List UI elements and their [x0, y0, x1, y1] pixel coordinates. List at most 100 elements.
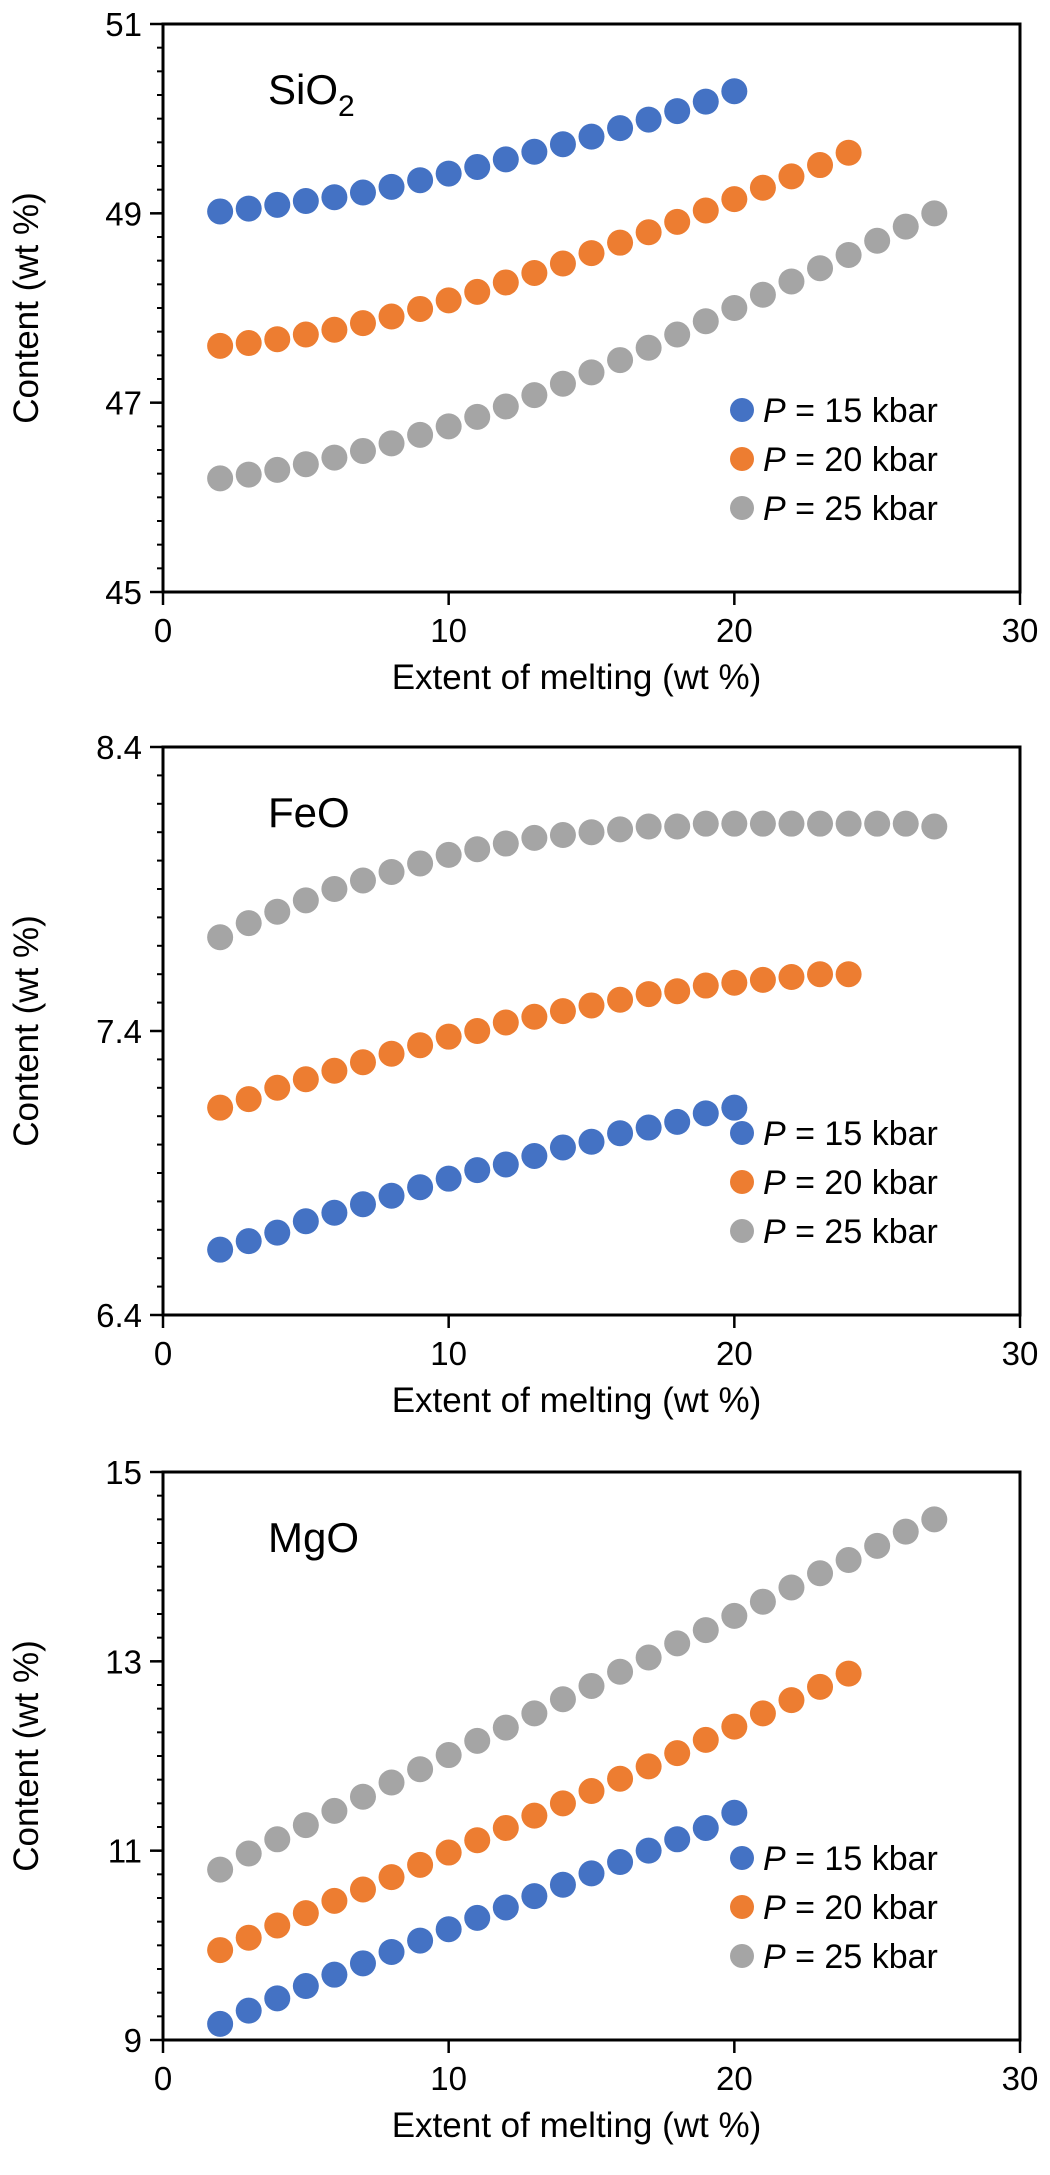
- plot-frame: [161, 22, 1022, 594]
- data-point: [492, 1151, 519, 1178]
- plot-frame: [161, 745, 1022, 1317]
- data-point: [692, 1100, 719, 1127]
- data-point: [549, 1790, 576, 1817]
- data-point: [435, 287, 462, 314]
- series-p-20-kbar: [207, 139, 862, 359]
- legend-entry: P = 25 kbar: [730, 1938, 938, 1976]
- data-point: [721, 969, 748, 996]
- data-point: [721, 186, 748, 213]
- legend-entry: P = 25 kbar: [730, 490, 938, 528]
- data-point: [664, 1630, 691, 1657]
- data-point: [407, 1756, 434, 1783]
- data-point: [864, 1532, 891, 1559]
- data-point: [292, 1066, 319, 1093]
- sio2-panel: 45 47 49 51 0 10 20 30 Extent of melting (wt %) C…: [7, 6, 1038, 697]
- legend-entry: P = 20 kbar: [730, 441, 938, 479]
- data-point: [349, 1049, 376, 1076]
- y-tick-label: 7.4: [96, 1013, 142, 1050]
- data-point: [835, 139, 862, 166]
- y-tick-label: 49: [105, 195, 142, 232]
- data-point: [692, 197, 719, 224]
- legend-entry: P = 25 kbar: [730, 1213, 938, 1251]
- data-point: [749, 810, 776, 837]
- data-point: [635, 334, 662, 361]
- legend-entry: P = 15 kbar: [730, 1840, 938, 1878]
- data-point: [407, 167, 434, 194]
- data-point: [349, 437, 376, 464]
- legend-marker: [730, 1121, 754, 1145]
- data-point: [464, 1727, 491, 1754]
- data-point: [607, 1120, 634, 1147]
- x-tick-label: 20: [716, 2060, 753, 2097]
- data-point: [549, 250, 576, 277]
- data-point: [835, 1547, 862, 1574]
- data-point: [264, 456, 291, 483]
- data-point: [292, 1812, 319, 1839]
- data-point: [835, 961, 862, 988]
- data-point: [521, 138, 548, 165]
- data-point: [492, 830, 519, 857]
- data-point: [321, 316, 348, 343]
- data-point: [207, 924, 234, 951]
- y-axis-label: Content (wt %): [7, 1640, 46, 1871]
- data-point: [378, 858, 405, 885]
- data-point: [407, 1032, 434, 1059]
- legend-label: P = 15 kbar: [763, 392, 938, 430]
- data-point: [321, 1199, 348, 1226]
- data-point: [692, 308, 719, 335]
- data-point: [464, 278, 491, 305]
- x-tick-label: 10: [430, 1335, 467, 1372]
- series-p-25-kbar: [207, 200, 948, 492]
- data-point: [721, 1799, 748, 1826]
- data-point: [235, 1997, 262, 2024]
- data-point: [378, 1040, 405, 1067]
- y-axis-label: Content (wt %): [7, 192, 46, 423]
- data-point: [778, 1687, 805, 1714]
- data-point: [207, 1856, 234, 1883]
- legend-label-variable: P: [763, 392, 786, 430]
- data-point: [378, 303, 405, 330]
- data-point: [349, 1876, 376, 1903]
- data-point: [635, 813, 662, 840]
- series-p-25-kbar: [207, 810, 948, 951]
- data-point: [378, 1864, 405, 1891]
- data-point: [321, 1961, 348, 1988]
- panel-title-subscript: 2: [338, 90, 355, 123]
- data-point: [292, 887, 319, 914]
- data-point: [264, 1219, 291, 1246]
- data-point: [664, 1108, 691, 1135]
- data-point: [235, 1228, 262, 1255]
- data-point: [264, 1912, 291, 1939]
- legend-marker: [730, 496, 754, 520]
- data-point: [664, 1826, 691, 1853]
- x-tick-label: 0: [154, 2060, 172, 2097]
- data-point: [578, 1128, 605, 1155]
- data-point: [607, 1658, 634, 1685]
- data-point: [521, 824, 548, 851]
- data-point: [578, 992, 605, 1019]
- legend-label-variable: P: [763, 1889, 786, 1927]
- data-point: [549, 998, 576, 1025]
- y-tick-label: 13: [105, 1643, 142, 1680]
- data-point: [835, 810, 862, 837]
- series-p-15-kbar: [207, 1799, 748, 2037]
- legend-label: P = 15 kbar: [763, 1115, 938, 1153]
- data-point: [492, 393, 519, 420]
- data-point: [207, 1236, 234, 1263]
- data-point: [321, 1887, 348, 1914]
- data-point: [664, 321, 691, 348]
- data-point: [435, 841, 462, 868]
- x-tick-label: 0: [154, 1335, 172, 1372]
- data-point: [578, 819, 605, 846]
- data-point: [492, 1894, 519, 1921]
- data-point: [349, 1783, 376, 1810]
- data-point: [635, 1753, 662, 1780]
- data-point: [778, 964, 805, 991]
- data-point: [435, 1916, 462, 1943]
- data-point: [778, 268, 805, 295]
- y-tick-label: 6.4: [96, 1297, 142, 1334]
- data-point: [664, 208, 691, 235]
- data-point: [807, 810, 834, 837]
- data-point: [921, 813, 948, 840]
- data-point: [464, 1018, 491, 1044]
